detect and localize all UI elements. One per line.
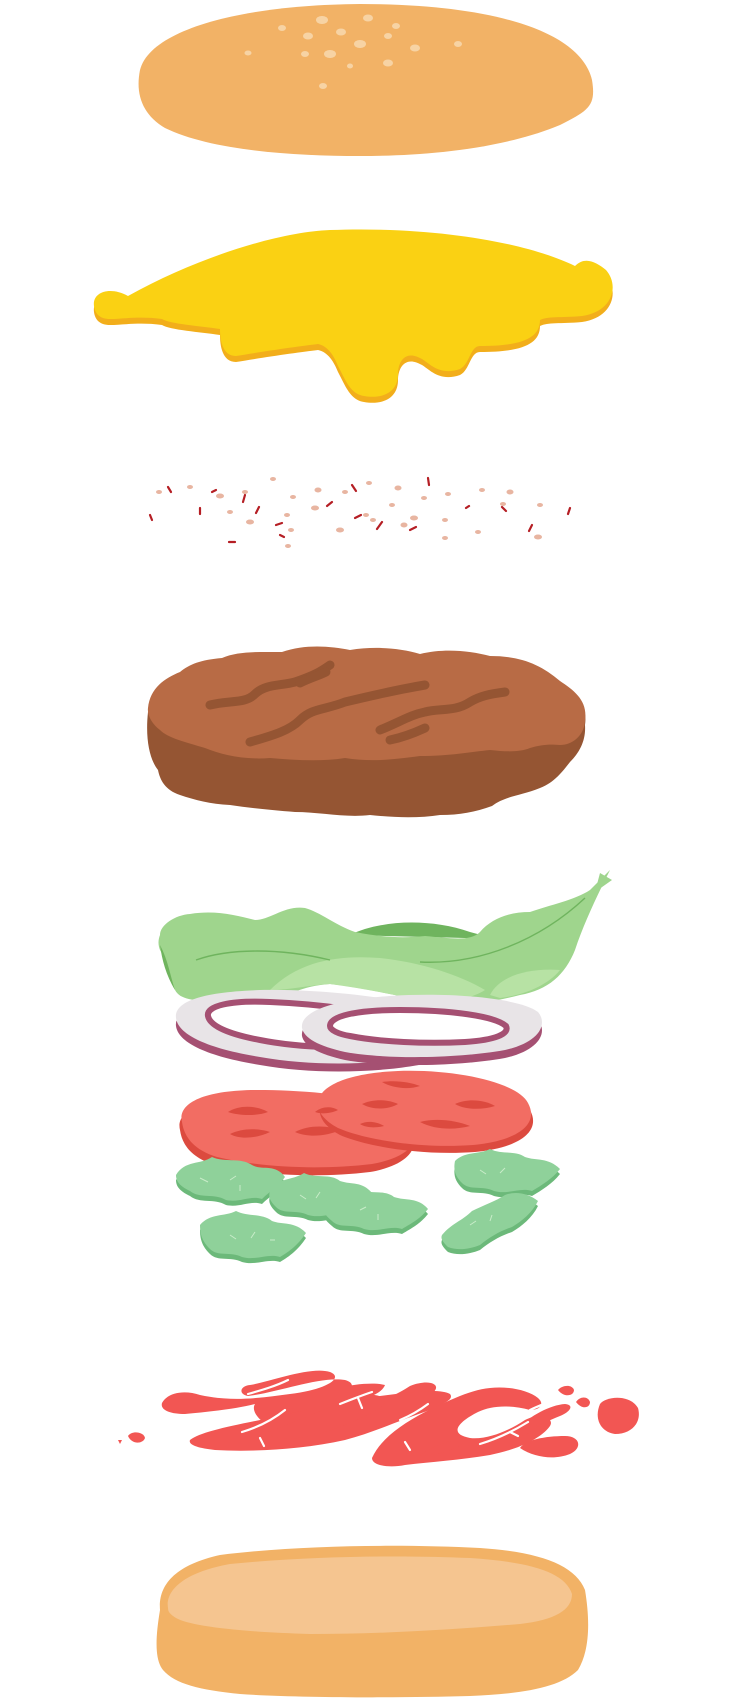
- tomato-slices-icon: [179, 1070, 534, 1176]
- ketchup-drizzle-icon: [118, 1370, 639, 1467]
- cheese-slice-icon: [93, 229, 613, 403]
- seasoning-flakes-icon: [148, 476, 572, 548]
- beef-patty-icon: [147, 646, 586, 818]
- lettuce-leaf-icon: [158, 870, 612, 1005]
- top-bun-icon: [138, 4, 594, 156]
- bottom-bun-icon: [156, 1545, 589, 1698]
- tomato-seeds: [228, 1081, 495, 1138]
- grill-marks: [205, 660, 510, 747]
- onion-rings-icon: [175, 989, 542, 1072]
- sesame-seeds: [244, 14, 462, 89]
- pickle-chips-icon: [176, 1149, 560, 1264]
